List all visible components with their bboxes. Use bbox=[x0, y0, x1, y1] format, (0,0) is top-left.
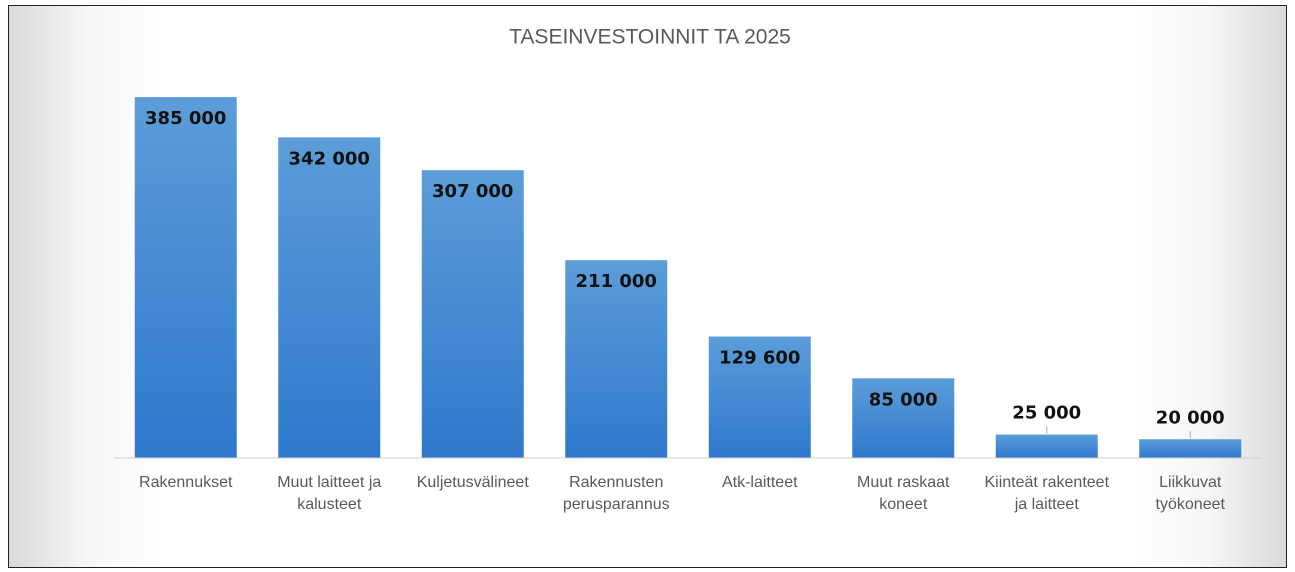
x-tick-label: Rakennukset bbox=[139, 474, 233, 491]
x-tick-label: Kuljetusvälineet bbox=[416, 474, 529, 491]
bar bbox=[995, 434, 1098, 458]
value-label: 307 000 bbox=[432, 181, 513, 202]
x-tick-label: Muut raskaat koneet bbox=[857, 474, 950, 513]
value-label: 129 600 bbox=[719, 348, 800, 369]
chart-title: TASEINVESTOINNIT TA 2025 bbox=[509, 26, 791, 49]
value-label: 20 000 bbox=[1156, 407, 1225, 428]
bar bbox=[565, 260, 668, 458]
value-label: 342 000 bbox=[289, 148, 370, 169]
bar bbox=[1139, 439, 1242, 458]
bar bbox=[421, 170, 524, 458]
value-label: 211 000 bbox=[576, 271, 657, 292]
x-tick-label: Rakennusten perusparannus bbox=[562, 474, 670, 513]
x-tick-label: Liikkuvat työkoneet bbox=[1155, 474, 1225, 513]
bar bbox=[852, 378, 955, 458]
x-tick-label: Atk-laitteet bbox=[721, 474, 798, 491]
value-label: 85 000 bbox=[869, 389, 938, 410]
value-label: 385 000 bbox=[145, 108, 226, 129]
bar bbox=[708, 336, 811, 458]
x-tick-label: Kiinteät rakenteet ja laitteet bbox=[984, 474, 1110, 513]
value-label: 25 000 bbox=[1012, 403, 1081, 424]
bar bbox=[134, 97, 237, 458]
bar bbox=[278, 137, 381, 458]
x-tick-label: Muut laitteet ja kalusteet bbox=[277, 474, 382, 513]
